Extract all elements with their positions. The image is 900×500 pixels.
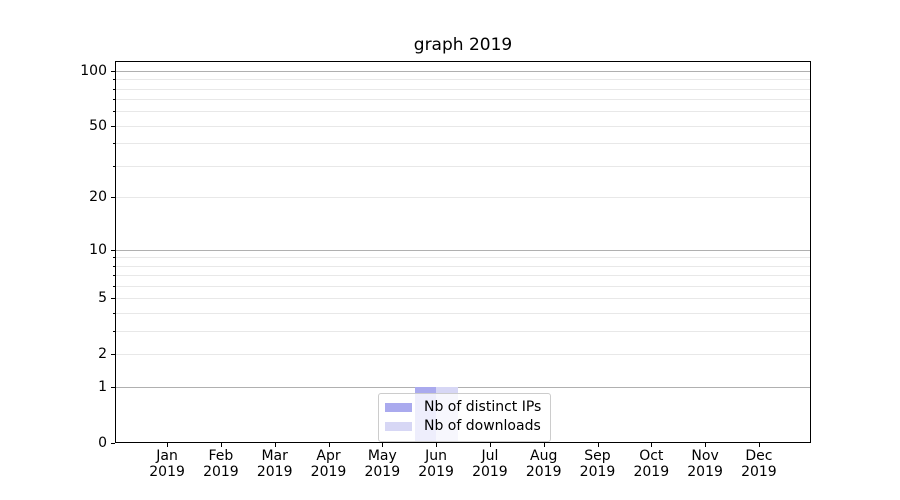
x-tick-label: Feb 2019: [203, 448, 239, 480]
x-tick: [328, 443, 330, 447]
legend-swatch-downloads: [385, 422, 412, 431]
gridline-minor: [116, 275, 810, 277]
x-tick-label: Nov 2019: [687, 448, 723, 480]
y-tick-label: 100: [80, 62, 107, 79]
y-minor-tick: [112, 331, 115, 333]
x-tick: [436, 443, 438, 447]
x-tick: [274, 443, 276, 447]
gridline-minor: [116, 125, 810, 127]
legend: Nb of distinct IPs Nb of downloads: [378, 393, 552, 442]
x-tick: [167, 443, 169, 447]
y-tick-label: 1: [98, 379, 107, 396]
x-tick-label: Apr 2019: [310, 448, 347, 480]
x-tick-label: Dec 2019: [741, 448, 777, 480]
gridline-minor: [116, 197, 810, 199]
gridline-major: [116, 70, 810, 72]
y-minor-tick: [112, 265, 115, 267]
y-tick-label: 0: [98, 435, 107, 451]
x-tick-label: Jul 2019: [472, 448, 508, 480]
gridline-minor: [116, 143, 810, 145]
x-tick: [220, 443, 222, 447]
legend-label-distinct-ips: Nb of distinct IPs: [424, 399, 542, 415]
gridline-minor: [116, 298, 810, 300]
x-tick: [543, 443, 545, 447]
gridline-minor: [116, 99, 810, 101]
x-tick-label: Jan 2019: [149, 448, 185, 480]
y-minor-tick: [112, 88, 115, 90]
gridline-minor: [116, 354, 810, 356]
y-tick: [111, 197, 115, 199]
gridline-major: [116, 249, 810, 251]
x-tick-label: May 2019: [364, 448, 401, 480]
y-minor-tick: [112, 79, 115, 81]
gridline-minor: [116, 265, 810, 267]
y-minor-tick: [112, 166, 115, 168]
gridline-minor: [116, 166, 810, 168]
x-tick: [489, 443, 491, 447]
y-tick: [111, 354, 115, 356]
x-tick: [651, 443, 653, 447]
legend-label-downloads: Nb of downloads: [424, 418, 541, 434]
chart-title: graph 2019: [413, 35, 513, 55]
y-minor-tick: [112, 257, 115, 259]
gridline-minor: [116, 88, 810, 90]
x-tick-label: Aug 2019: [525, 448, 562, 480]
y-tick: [111, 249, 115, 251]
y-tick: [111, 298, 115, 300]
plot-area: [115, 61, 811, 443]
y-minor-tick: [112, 111, 115, 113]
y-tick-label: 20: [89, 189, 107, 206]
x-tick-label: Mar 2019: [256, 448, 293, 480]
y-tick-label: 10: [89, 241, 107, 258]
y-tick: [111, 443, 115, 444]
gridline-minor: [116, 257, 810, 259]
x-tick-label: Oct 2019: [633, 448, 670, 480]
x-tick: [597, 443, 599, 447]
gridline-minor: [116, 286, 810, 288]
y-minor-tick: [112, 143, 115, 145]
x-tick-label: Sep 2019: [579, 448, 616, 480]
y-tick-label: 5: [98, 290, 107, 307]
y-tick: [111, 387, 115, 389]
legend-item-downloads: Nb of downloads: [385, 417, 541, 436]
x-tick-label: Jun 2019: [418, 448, 454, 480]
y-tick: [111, 70, 115, 72]
gridline-minor: [116, 313, 810, 315]
gridline-minor: [116, 111, 810, 113]
legend-item-distinct-ips: Nb of distinct IPs: [385, 398, 541, 417]
gridline-minor: [116, 79, 810, 81]
x-tick: [705, 443, 707, 447]
x-tick: [758, 443, 760, 447]
y-minor-tick: [112, 313, 115, 315]
x-tick: [382, 443, 384, 447]
y-tick: [111, 125, 115, 127]
legend-swatch-distinct-ips: [385, 403, 412, 412]
y-tick-label: 50: [89, 117, 107, 134]
y-tick-label: 2: [98, 346, 107, 363]
y-minor-tick: [112, 99, 115, 101]
y-minor-tick: [112, 275, 115, 277]
y-minor-tick: [112, 286, 115, 288]
gridline-minor: [116, 331, 810, 333]
gridline-major: [116, 387, 810, 389]
